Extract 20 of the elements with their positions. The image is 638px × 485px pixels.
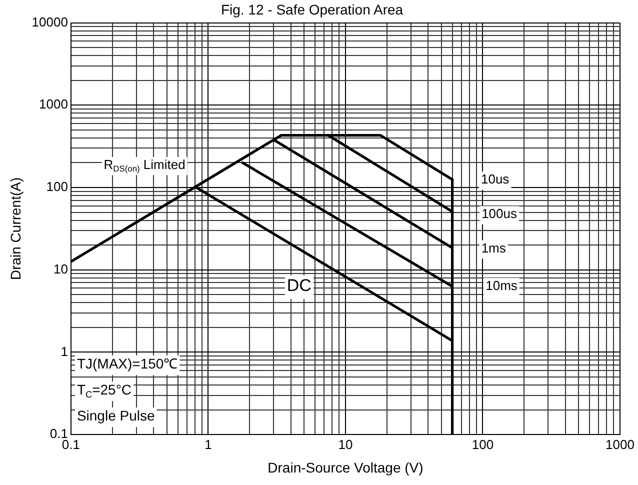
y-axis-title: Drain Current(A) xyxy=(7,177,24,280)
y-tick-label: 0.1 xyxy=(50,426,68,442)
chart-title: Fig. 12 - Safe Operation Area xyxy=(220,1,404,18)
annotation: 1ms xyxy=(481,240,506,256)
x-tick-label: 1000 xyxy=(606,436,634,452)
x-tick-label: 10 xyxy=(338,436,353,452)
x-tick-label: 1 xyxy=(204,436,212,452)
x-tick-label: 100 xyxy=(472,436,494,452)
annotation: DC xyxy=(286,276,312,296)
x-axis-title: Drain-Source Voltage (V) xyxy=(268,459,424,476)
annotation: 100us xyxy=(482,206,518,222)
y-tick-label: 100 xyxy=(46,179,68,194)
annotation: 10ms xyxy=(486,278,518,293)
y-tick-label: 1000 xyxy=(39,96,68,112)
y-tick-label: 1 xyxy=(60,344,68,359)
y-tick-label: 10000 xyxy=(32,14,68,30)
annotation: 10us xyxy=(480,172,510,187)
y-tick-label: 10 xyxy=(53,261,68,276)
annotation: Single Pulse xyxy=(76,407,155,424)
annotation: TJ(MAX)=150℃ xyxy=(76,355,178,372)
